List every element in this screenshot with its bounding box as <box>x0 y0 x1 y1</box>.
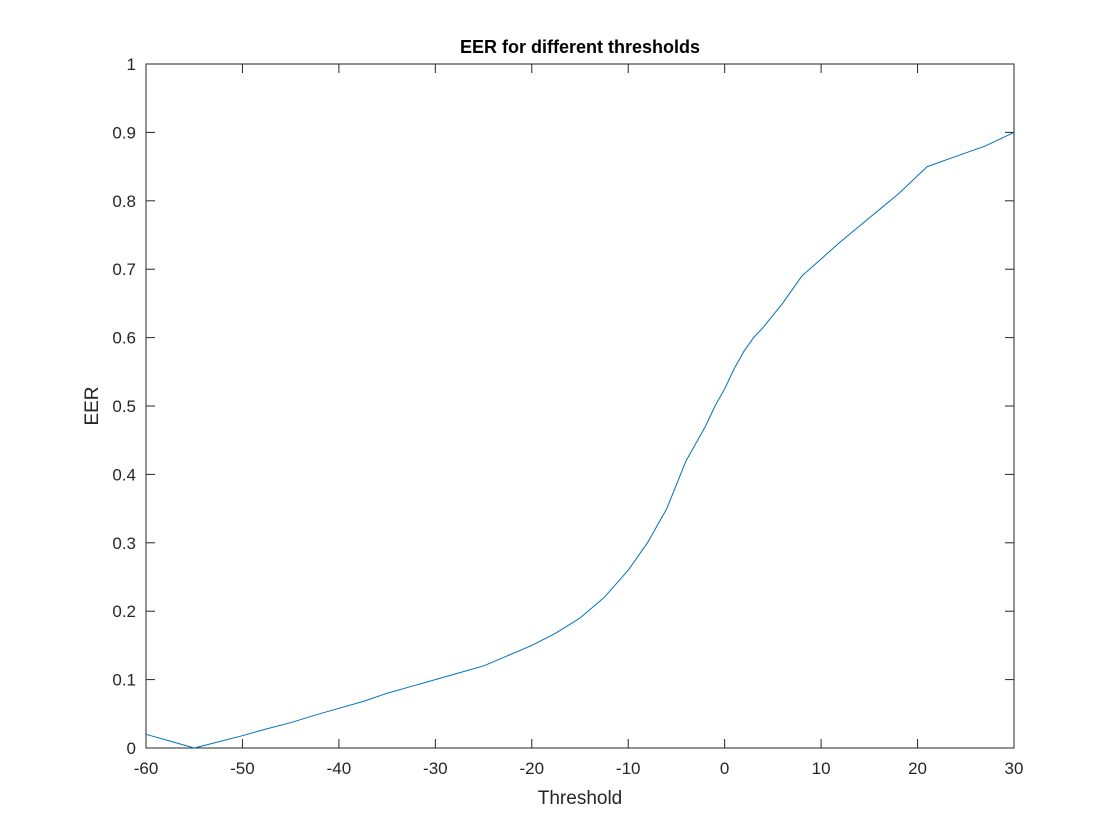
x-axis-title: Threshold <box>538 788 623 809</box>
y-tick-label: 0.6 <box>112 329 136 348</box>
y-tick-label: 0.7 <box>112 260 136 279</box>
axes-box <box>145 63 1015 749</box>
x-tick-label: -50 <box>230 759 255 778</box>
x-tick-label: 0 <box>720 759 729 778</box>
series-group <box>145 131 1015 749</box>
y-tick-label: 0.8 <box>112 192 136 211</box>
y-tick-label: 0.5 <box>112 397 136 416</box>
x-tick-label: 20 <box>908 759 927 778</box>
x-tick-label: 30 <box>1005 759 1024 778</box>
x-tick-label: -60 <box>134 759 159 778</box>
y-tick-label: 0.4 <box>112 465 136 484</box>
y-tick-label: 0.3 <box>112 534 136 553</box>
x-tick-label: -40 <box>327 759 352 778</box>
y-tick-label: 0.2 <box>112 602 136 621</box>
y-axis-title: EER <box>82 386 103 425</box>
y-tick-label: 0 <box>127 739 136 758</box>
tick-labels-group: -60 -50 -40 -30 -20 -10 0 10 20 30 0 0.1 0.2 0.3 0.4 0.… <box>112 55 1023 778</box>
x-tick-label: 10 <box>812 759 831 778</box>
ticks-group <box>145 63 1015 749</box>
y-tick-label: 1 <box>127 55 136 74</box>
x-tick-label: -30 <box>423 759 448 778</box>
x-tick-label: -20 <box>519 759 544 778</box>
y-tick-label: 0.9 <box>112 123 136 142</box>
series-line-0 <box>145 131 1015 749</box>
x-tick-label: -10 <box>616 759 641 778</box>
chart-title: EER for different thresholds <box>460 37 700 57</box>
y-tick-label: 0.1 <box>112 671 136 690</box>
